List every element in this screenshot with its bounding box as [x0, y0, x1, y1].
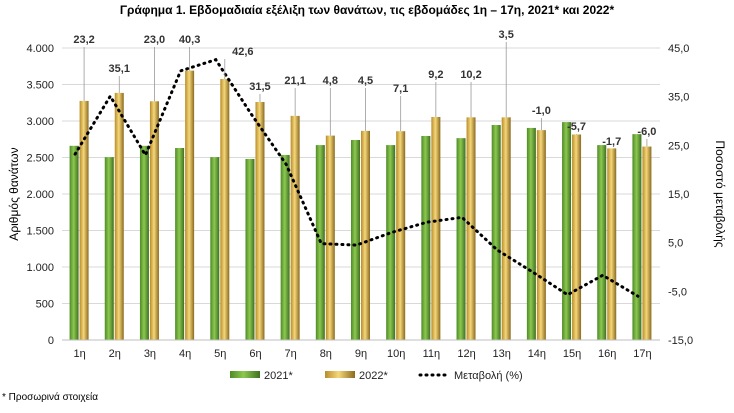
bar-2021 [456, 138, 466, 340]
bar-2022 [431, 116, 441, 340]
x-tick-label: 9η [355, 348, 367, 360]
y-tick-label: 0 [48, 335, 54, 347]
bar-2022 [536, 130, 546, 340]
y-tick-label: 1.500 [26, 226, 54, 238]
x-tick-label: 7η [285, 348, 297, 360]
bar-2022 [114, 92, 124, 341]
data-label: 4,5 [358, 75, 373, 87]
bar-2022 [642, 146, 652, 340]
bar-2022 [501, 117, 511, 340]
bar-2022 [466, 117, 476, 340]
y-tick-label: 2.000 [26, 189, 54, 201]
change-line [73, 57, 640, 298]
chart-svg: 0 500 1.000 1.500 2.000 2.500 3.000 3.500 4.000 -… [7, 29, 727, 382]
data-label: -6,0 [637, 126, 656, 138]
y2-tick-label: -5,0 [668, 286, 687, 298]
y2-tick-label: 45,0 [668, 43, 689, 55]
legend-label: 2021* [264, 370, 293, 382]
data-label: 10,2 [460, 69, 481, 81]
bar-2021 [245, 158, 255, 340]
data-label: 31,5 [249, 81, 270, 93]
bar-2021 [421, 135, 431, 340]
y2-tick-label: 35,0 [668, 92, 689, 104]
legend-label: Μεταβολή (%) [454, 370, 523, 382]
bar-2021 [69, 145, 79, 340]
data-label: 23,0 [144, 34, 165, 46]
bar-2021 [351, 139, 360, 340]
y2-tick-label: 5,0 [668, 238, 683, 250]
chart-title: Γράφημα 1. Εβδομαδιαία εξέλιξη των θανάτ… [119, 3, 615, 17]
y-tick-label: 3.500 [26, 80, 54, 92]
data-label: 21,1 [284, 75, 305, 87]
legend-label: 2022* [359, 370, 388, 382]
bar-2021 [491, 125, 501, 340]
footnote: * Προσωρινά στοιχεία [2, 392, 99, 403]
y2-axis-label: Ποσοστό μεταβολής [713, 140, 727, 247]
data-label: 4,8 [323, 75, 338, 87]
x-tick-label: 14η [528, 348, 546, 360]
bar-2022 [185, 70, 195, 340]
bar-2022 [79, 100, 89, 340]
x-tick-label: 17η [633, 348, 651, 360]
x-tick-label: 1η [73, 348, 85, 360]
bar-2022 [607, 148, 617, 340]
y-tick-label: 4.000 [26, 43, 54, 55]
legend-swatch [230, 371, 260, 378]
data-label: -1,0 [532, 105, 551, 117]
bar-2022 [572, 134, 582, 340]
bar-2021 [104, 157, 114, 340]
x-tick-label: 2η [109, 348, 121, 360]
bar-2022 [361, 130, 370, 340]
bar-2021 [139, 145, 149, 340]
data-label: 42,6 [232, 46, 253, 58]
y2-tick-label: 15,0 [668, 189, 689, 201]
x-tick-label: 4η [179, 348, 191, 360]
y2-tick-label: -15,0 [668, 335, 693, 347]
x-tick-label: 15η [563, 348, 581, 360]
data-label: 23,2 [73, 34, 94, 46]
y-tick-label: 2.500 [26, 153, 54, 165]
bar-2021 [526, 127, 536, 340]
x-tick-label: 3η [144, 348, 156, 360]
bar-2021 [597, 145, 607, 340]
bar-2021 [562, 122, 572, 340]
bar-2021 [175, 148, 185, 340]
bar-2021 [280, 154, 290, 340]
bar-2022 [290, 115, 300, 340]
x-tick-label: 5η [214, 348, 226, 360]
x-tick-label: 8η [320, 348, 332, 360]
bar-2021 [210, 157, 220, 340]
bar-2021 [632, 134, 642, 340]
x-tick-label: 6η [249, 348, 261, 360]
data-label: 35,1 [109, 63, 130, 75]
y2-tick-label: 25,0 [668, 140, 689, 152]
x-tick-label: 16η [598, 348, 616, 360]
bar-2022 [396, 131, 406, 340]
data-label: -1,7 [602, 136, 621, 148]
data-label: 7,1 [393, 83, 408, 95]
data-label: 3,5 [499, 29, 514, 41]
bar-2021 [386, 145, 396, 340]
y-tick-label: 3.000 [26, 116, 54, 128]
x-tick-label: 10η [387, 348, 405, 360]
data-label: -5,7 [567, 121, 586, 133]
bar-2022 [149, 101, 159, 340]
data-label: 40,3 [179, 34, 200, 46]
y-tick-label: 500 [36, 299, 54, 311]
x-tick-label: 13η [493, 348, 511, 360]
y-tick-label: 1.000 [26, 262, 54, 274]
legend-swatch [325, 371, 355, 378]
bar-2022 [255, 102, 265, 341]
y-axis-label: Αριθμός θανάτων [7, 147, 21, 240]
bar-2022 [220, 79, 230, 341]
x-tick-label: 11η [423, 348, 441, 360]
x-tick-label: 12η [457, 348, 475, 360]
data-label: 9,2 [428, 69, 443, 81]
bar-2022 [325, 135, 335, 340]
